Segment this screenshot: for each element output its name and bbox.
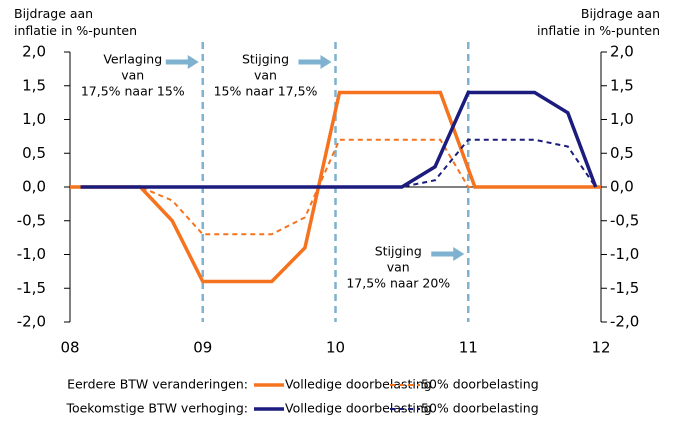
series-line: [80, 138, 597, 188]
y-tick-label: 0,5: [22, 144, 46, 162]
x-tick-label: 10: [326, 339, 345, 357]
y-tick-label: 1,0: [22, 110, 46, 128]
annotation-text: 17,5% naar 15%: [81, 84, 185, 99]
y2-tick-label: 1,0: [610, 110, 634, 128]
annotation-text: 15% naar 17,5%: [214, 84, 318, 99]
annotation-text: van: [387, 260, 410, 275]
annotation-text: Stijging: [375, 244, 422, 259]
y-tick-label: -0,5: [17, 211, 46, 229]
y2-tick-label: 0,5: [610, 144, 634, 162]
y-tick-label: 0,0: [22, 178, 46, 196]
annotation-text: Verlaging: [103, 52, 162, 67]
y-tick-label: -1,0: [17, 245, 46, 263]
annotation-arrowhead: [453, 247, 465, 261]
y2-tick-label: 2,0: [610, 43, 634, 61]
y2-tick-label: -1,5: [610, 279, 639, 297]
annotation-text: van: [121, 68, 144, 83]
series-line: [80, 90, 598, 189]
y-axis-label: Bijdrage aan inflatie in %-punten: [14, 6, 137, 38]
legend-group-label: Eerdere BTW veranderingen:: [67, 377, 248, 392]
y2-tick-label: 1,5: [610, 76, 634, 94]
annotation-text: 17,5% naar 20%: [346, 276, 450, 291]
x-tick-label: 11: [459, 339, 478, 357]
y-tick-label: -1,5: [17, 279, 46, 297]
annotation-text: van: [254, 68, 277, 83]
series-line: [70, 90, 601, 284]
x-tick-label: 09: [193, 339, 212, 357]
y-tick-label: -2,0: [17, 313, 46, 331]
annotation-arrowhead: [187, 55, 199, 69]
series-line: [70, 138, 601, 236]
x-tick-label: 08: [60, 339, 79, 357]
y2-tick-label: -0,5: [610, 211, 639, 229]
y-tick-label: 1,5: [22, 76, 46, 94]
y2-axis-label: Bijdrage aan inflatie in %-punten: [537, 6, 660, 38]
y2-tick-label: 0,0: [610, 178, 634, 196]
legend-label: Volledige doorbelasting: [285, 377, 432, 392]
annotation-text: Stijging: [242, 52, 289, 67]
x-tick-label: 12: [591, 339, 610, 357]
y2-tick-label: -1,0: [610, 245, 639, 263]
y2-tick-label: -2,0: [610, 313, 639, 331]
annotation-arrowhead: [320, 55, 332, 69]
legend-group-label: Toekomstige BTW verhoging:: [65, 401, 248, 416]
legend-label: 50% doorbelasting: [421, 401, 539, 416]
y-tick-label: 2,0: [22, 43, 46, 61]
legend-label: 50% doorbelasting: [421, 377, 539, 392]
legend-label: Volledige doorbelasting: [285, 401, 432, 416]
